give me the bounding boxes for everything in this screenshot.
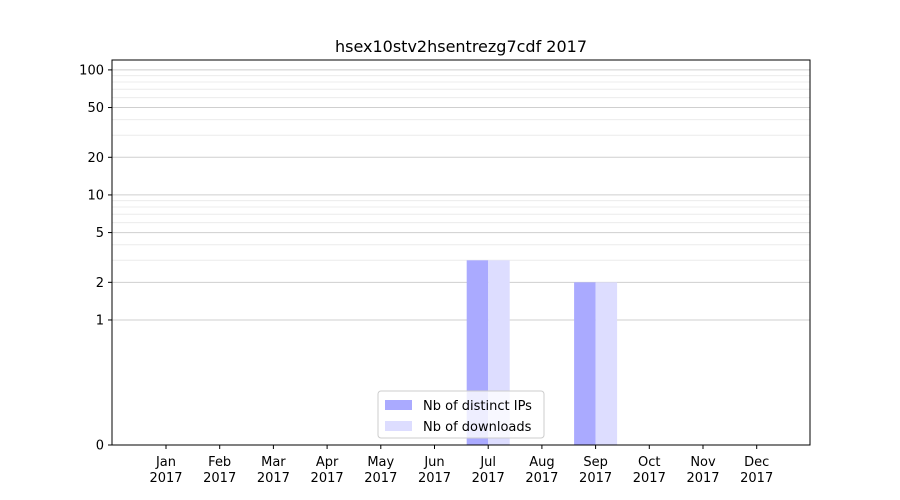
x-tick-label-month: Jan bbox=[155, 455, 176, 470]
grid bbox=[112, 69, 810, 446]
y-tick-label: 2 bbox=[96, 276, 104, 291]
y-axis: 0 1 2 5 10 20 50 100 bbox=[79, 63, 112, 454]
x-tick-label-month: Oct bbox=[638, 455, 660, 470]
x-tick-label-month: Dec bbox=[744, 455, 769, 470]
x-tick-label-year: 2017 bbox=[203, 471, 236, 486]
x-tick-label-month: Feb bbox=[208, 455, 231, 470]
x-tick-label-month: Sep bbox=[583, 455, 608, 470]
x-tick-label-year: 2017 bbox=[525, 471, 558, 486]
y-tick-label: 0 bbox=[96, 439, 104, 454]
x-tick-label-month: Apr bbox=[316, 455, 339, 470]
bar bbox=[595, 282, 618, 445]
y-tick-label: 20 bbox=[87, 151, 104, 166]
x-tick-label-month: Jul bbox=[479, 455, 496, 470]
y-tick-label: 50 bbox=[87, 101, 104, 116]
legend: Nb of distinct IPs Nb of downloads bbox=[377, 390, 545, 439]
chart-title: hsex10stv2hsentrezg7cdf 2017 bbox=[335, 37, 587, 56]
y-tick-label: 100 bbox=[79, 63, 104, 78]
legend-label: Nb of distinct IPs bbox=[423, 399, 532, 414]
x-tick-label-year: 2017 bbox=[686, 471, 719, 486]
x-tick-label-year: 2017 bbox=[149, 471, 182, 486]
x-tick-label-year: 2017 bbox=[579, 471, 612, 486]
legend-swatch bbox=[385, 421, 412, 431]
legend-box bbox=[377, 390, 545, 439]
x-tick-label-month: Aug bbox=[529, 455, 554, 470]
y-tick-label: 10 bbox=[87, 188, 104, 203]
y-tick-label: 1 bbox=[96, 313, 104, 328]
x-axis: Jan2017Feb2017Mar2017Apr2017May2017Jun20… bbox=[149, 445, 773, 486]
plot-frame bbox=[111, 59, 811, 446]
x-tick-label-month: Mar bbox=[261, 455, 286, 470]
legend-swatch bbox=[385, 400, 412, 410]
x-tick-label-year: 2017 bbox=[364, 471, 397, 486]
x-tick-label-month: Jun bbox=[423, 455, 444, 470]
x-tick-label-month: Nov bbox=[690, 455, 716, 470]
x-tick-label-year: 2017 bbox=[418, 471, 451, 486]
x-tick-label-year: 2017 bbox=[472, 471, 505, 486]
y-tick-label: 5 bbox=[96, 226, 104, 241]
x-tick-label-year: 2017 bbox=[633, 471, 666, 486]
x-tick-label-year: 2017 bbox=[740, 471, 773, 486]
x-tick-label-month: May bbox=[367, 455, 394, 470]
bar bbox=[574, 282, 596, 445]
legend-label: Nb of downloads bbox=[423, 420, 532, 435]
x-tick-label-year: 2017 bbox=[257, 471, 290, 486]
x-tick-label-year: 2017 bbox=[311, 471, 344, 486]
